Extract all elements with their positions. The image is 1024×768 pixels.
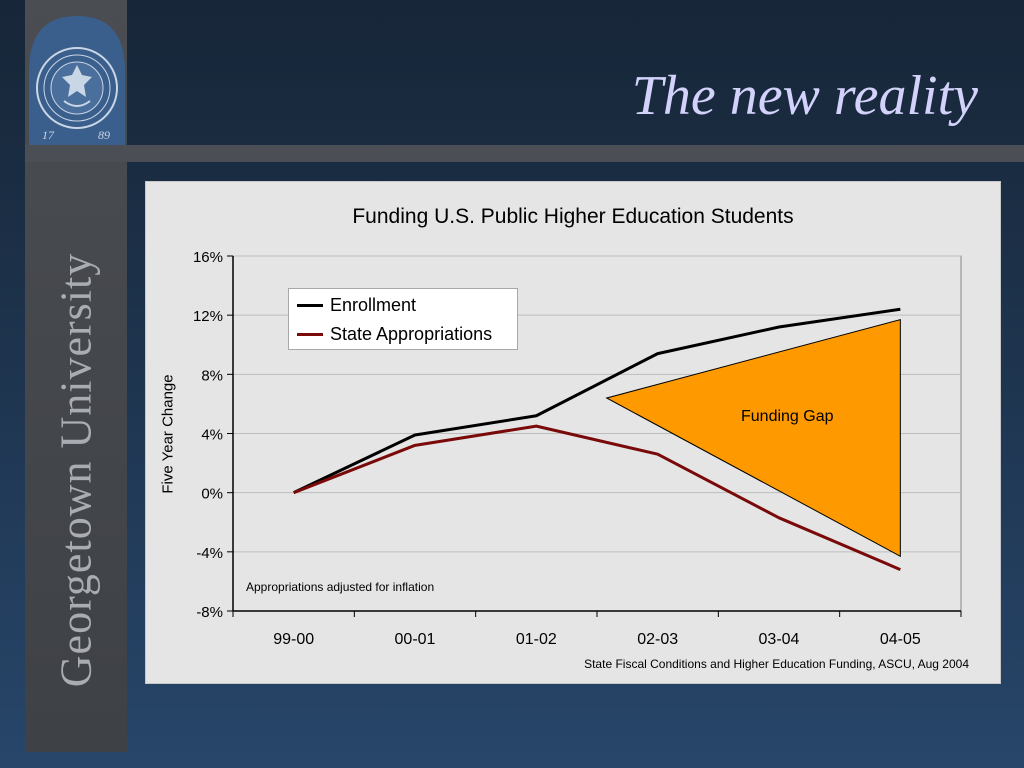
series-line-state-appropriations: [293, 424, 901, 571]
y-tick-label: 0%: [201, 486, 223, 503]
x-tick-label: 99-00: [273, 631, 314, 648]
chart-source: State Fiscal Conditions and Higher Educa…: [584, 657, 969, 671]
x-tick-label: 03-04: [759, 631, 800, 648]
seal-year-right: 89: [98, 128, 110, 142]
chart-canvas: 16% 12% 8% 4% 0% -4% -8% 99-00 00-01 01-02 02-03 03…: [193, 249, 962, 648]
y-tick-label: -8%: [196, 604, 223, 621]
legend-swatch-state-appropriations: [297, 332, 323, 336]
y-tick-label: 16%: [193, 249, 223, 266]
x-tick-label: 01-02: [516, 631, 557, 648]
x-tick-label: 04-05: [880, 631, 921, 648]
chart-legend: Enrollment State Appropriations: [288, 288, 518, 350]
chart-panel: 16% 12% 8% 4% 0% -4% -8% 99-00 00-01 01-02 02-03 03…: [145, 181, 1001, 684]
x-tick-label: 00-01: [395, 631, 436, 648]
sidebar-university-name: Georgetown University: [51, 252, 101, 688]
legend-item-enrollment: Enrollment: [297, 291, 416, 319]
y-tick-label: 4%: [201, 427, 223, 444]
georgetown-seal-logo: 17 89: [29, 16, 125, 145]
x-tick-label: 02-03: [637, 631, 678, 648]
header-divider-bar: [25, 145, 1024, 162]
funding-gap-triangle: [605, 318, 901, 558]
y-tick-label: 8%: [201, 367, 223, 384]
series-line-enrollment: [293, 307, 901, 495]
chart-note: Appropriations adjusted for inflation: [246, 580, 435, 594]
seal-year-left: 17: [42, 128, 55, 142]
y-tick-label: -4%: [196, 545, 223, 562]
funding-gap-label: Funding Gap: [741, 408, 834, 425]
legend-item-state-appropriations: State Appropriations: [297, 320, 492, 348]
legend-label-state-appropriations: State Appropriations: [330, 323, 493, 344]
legend-swatch-enrollment: [297, 303, 323, 307]
legend-label-enrollment: Enrollment: [330, 294, 417, 315]
y-axis-label: Five Year Change: [159, 374, 177, 494]
chart-title: Funding U.S. Public Higher Education Stu…: [352, 205, 794, 228]
y-tick-label: 12%: [193, 308, 223, 325]
slide-title: The new reality: [631, 65, 978, 127]
